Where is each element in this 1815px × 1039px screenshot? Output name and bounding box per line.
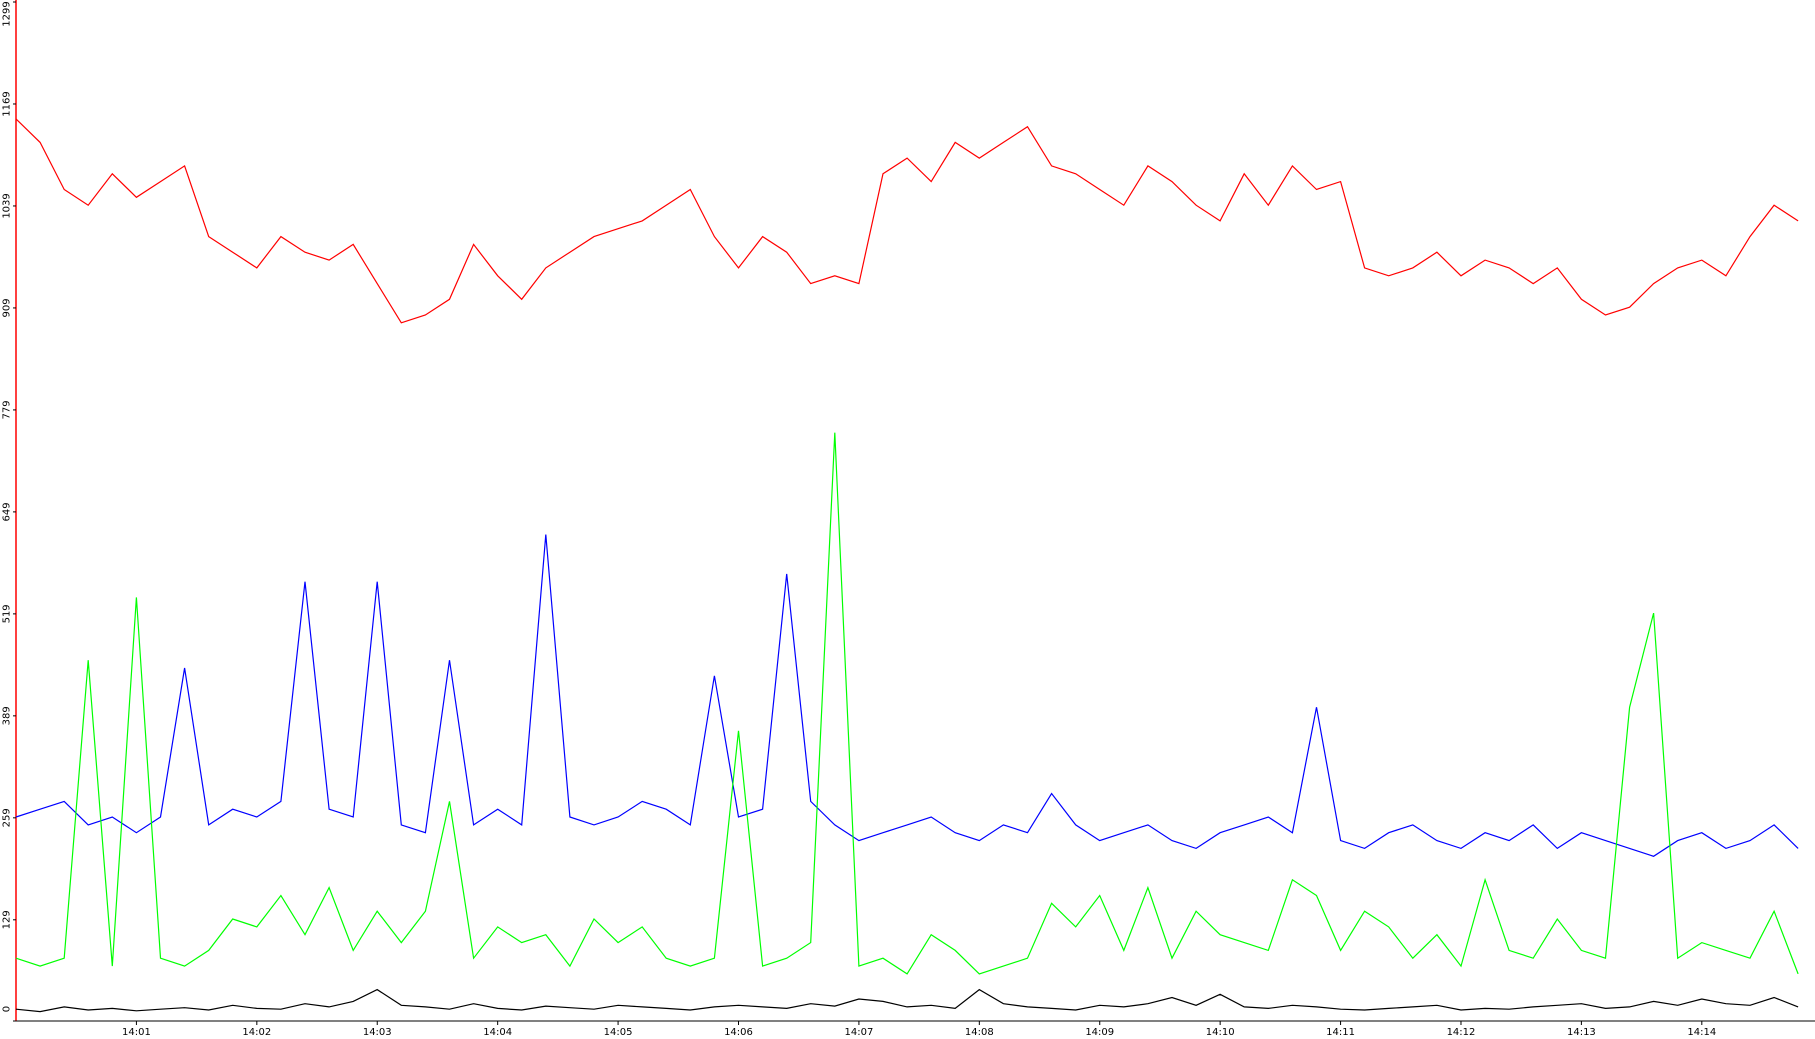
y-tick-label: 1299	[1, 1, 12, 26]
y-tick-label: 389	[1, 706, 12, 725]
x-tick-label: 14:04	[483, 1027, 512, 1038]
y-tick-label: 519	[1, 604, 12, 623]
x-tick-label: 14:03	[363, 1027, 392, 1038]
x-tick-label: 14:07	[844, 1027, 873, 1038]
series-line	[15, 432, 1799, 975]
x-tick-label: 14:13	[1567, 1027, 1596, 1038]
x-tick-label: 14:08	[965, 1027, 994, 1038]
y-tick-label: 779	[1, 400, 12, 419]
series-line	[15, 988, 1799, 1013]
x-tick-label: 14:01	[122, 1027, 151, 1038]
series-line	[15, 118, 1799, 324]
y-tick-label: 259	[1, 808, 12, 827]
y-tick-label: 129	[1, 910, 12, 929]
y-tick-label: 0	[1, 1006, 12, 1012]
x-tick-label: 14:06	[724, 1027, 753, 1038]
x-tick-label: 14:05	[604, 1027, 633, 1038]
x-tick-label: 14:02	[242, 1027, 271, 1038]
series-line	[15, 534, 1799, 857]
y-tick-label: 1039	[1, 193, 12, 218]
y-tick-label: 909	[1, 298, 12, 317]
x-tick-label: 14:10	[1206, 1027, 1235, 1038]
y-tick-label: 649	[1, 502, 12, 521]
x-tick-label: 14:11	[1326, 1027, 1355, 1038]
y-tick-label: 1169	[1, 91, 12, 116]
x-tick-label: 14:09	[1085, 1027, 1114, 1038]
x-tick-label: 14:14	[1687, 1027, 1716, 1038]
x-tick-label: 14:12	[1447, 1027, 1476, 1038]
